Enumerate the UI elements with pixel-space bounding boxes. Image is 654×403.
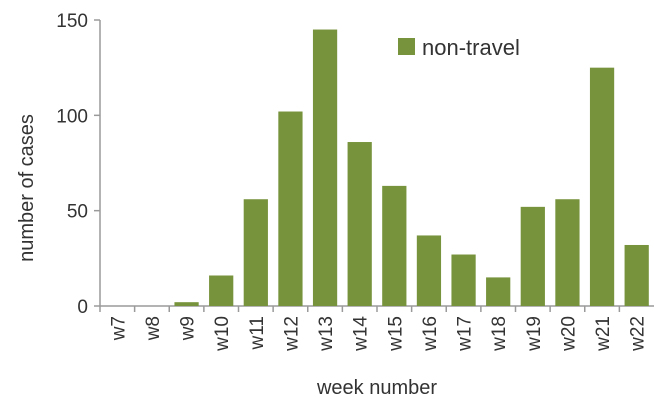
y-tick-label: 100 [56,106,88,127]
x-tick-label-w18: w18 [489,316,510,352]
x-axis: w7 w8 w9 w10 w11 w12 w13 w14 w15 w16 w17 w18 w19 w20 w… [99,305,654,352]
bar-w20 [555,199,580,306]
x-tick-label-w12: w12 [281,316,302,352]
bars-group [174,29,649,307]
x-tick-label-w17: w17 [455,316,476,352]
legend-label: non-travel [422,35,520,60]
y-tick-label: 0 [77,297,88,318]
y-tick-label: 150 [56,11,88,32]
x-tick-label-w7: w7 [108,316,129,341]
y-tick-label: 50 [67,202,88,223]
x-tick-label-w19: w19 [524,316,545,352]
x-tick-label-w14: w14 [351,316,372,352]
bar-w17 [451,254,476,306]
bar-w13 [312,29,338,307]
x-tick-label-w11: w11 [247,316,268,350]
x-tick-label-w13: w13 [316,316,337,352]
legend-swatch [398,38,415,55]
bar-w18 [486,277,511,306]
x-tick-label-w8: w8 [143,316,164,341]
bar-w21 [589,67,615,307]
bar-w10 [209,275,234,306]
x-tick-label-w9: w9 [178,316,199,341]
bar-w11 [243,199,268,306]
y-axis-title: number of cases [16,114,38,262]
x-tick-label-w10: w10 [212,316,233,352]
x-tick-label-w16: w16 [420,316,441,352]
legend: non-travel [398,35,520,60]
bar-w9 [174,302,199,306]
bar-w14 [347,142,372,306]
x-tick-label-w20: w20 [558,316,579,352]
x-tick-label-w15: w15 [385,316,406,352]
bar-w22 [624,244,649,306]
bar-w19 [520,206,545,306]
y-axis: 0 50 100 150 [56,11,101,318]
x-axis-title: week number [316,377,437,399]
x-tick-label-w21: w21 [593,316,614,352]
x-tick-label-w22: w22 [628,316,649,352]
bar-w15 [382,185,407,306]
bar-w16 [416,235,442,306]
bar-w12 [278,111,303,307]
